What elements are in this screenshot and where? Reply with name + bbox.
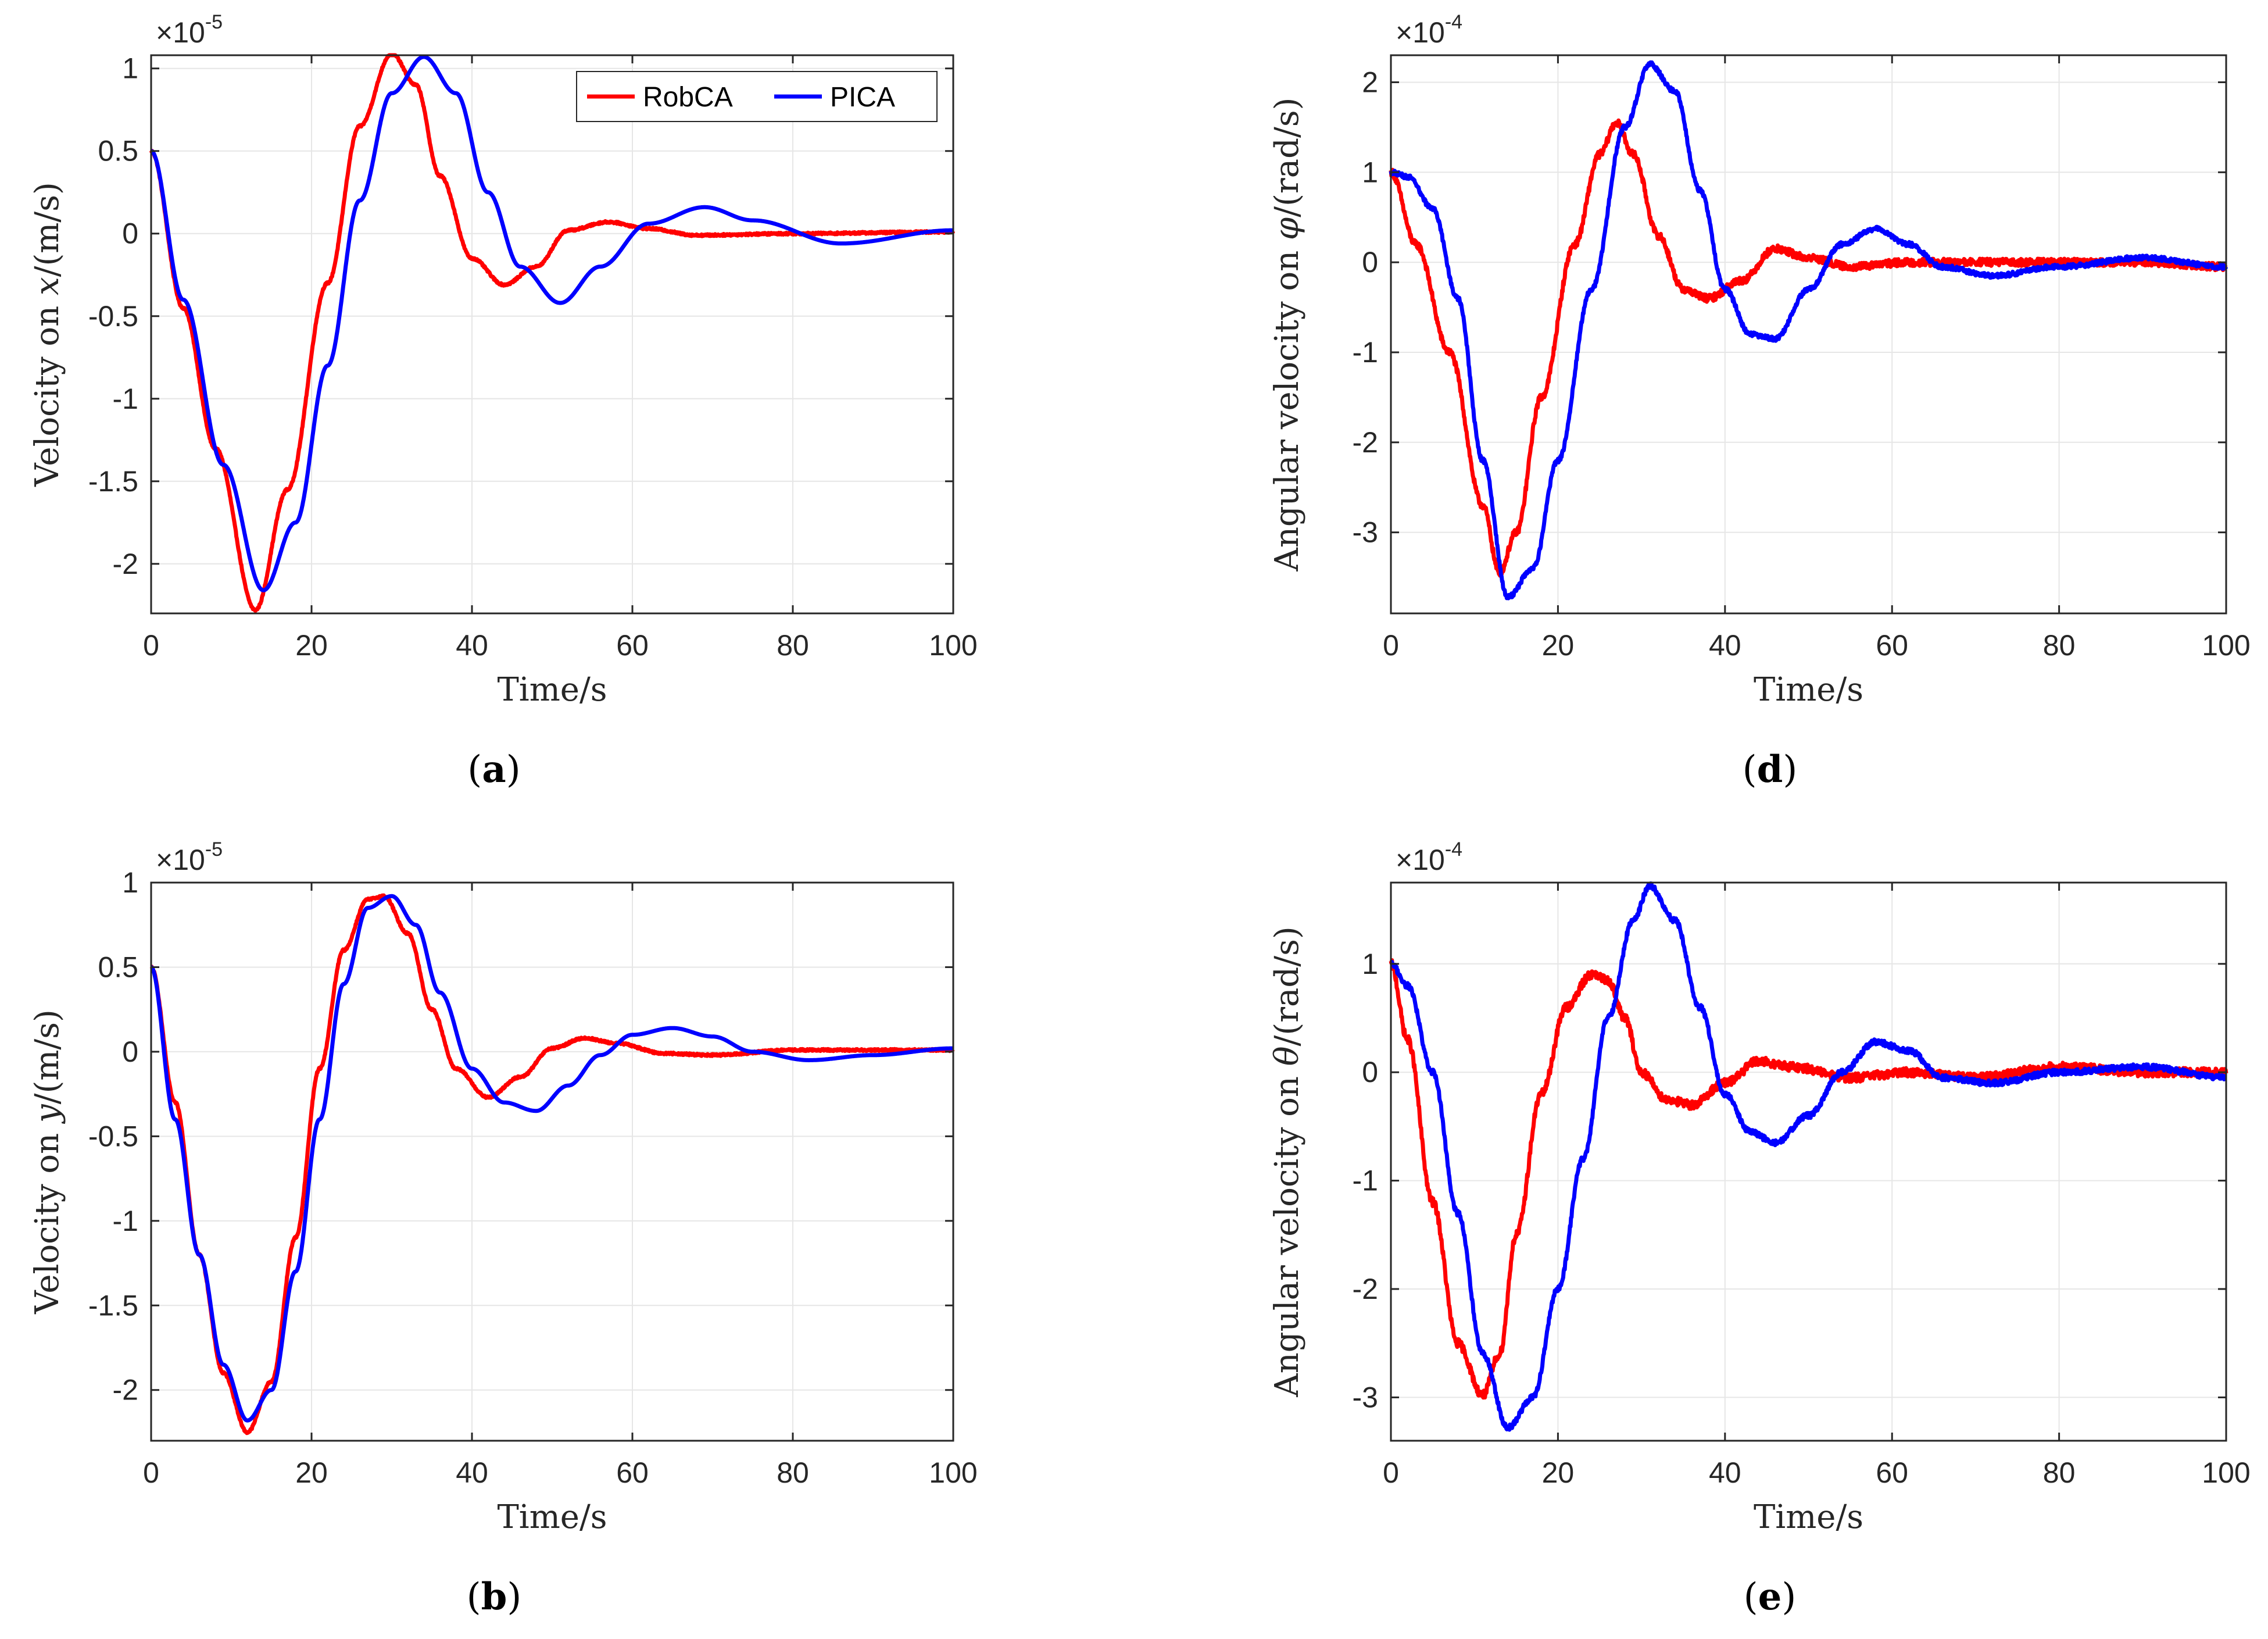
x-axis-label: Time/s (1754, 671, 1863, 709)
y-tick-label: 1 (122, 52, 138, 85)
panel-e: 0 20 40 60 80 100 1 0 -1 -2 -3 ×10-4 Time/s Angular v… (1268, 838, 2251, 1619)
y-exponent-label: ×10-4 (1396, 11, 1462, 49)
series-line-pica (149, 894, 955, 1423)
x-tick-label: 0 (143, 629, 159, 662)
x-tick-label: 100 (2202, 629, 2250, 662)
y-axis-label: Velocity on y/(m/s) (28, 1009, 66, 1315)
plot-area (151, 883, 953, 1441)
y-axis-label: Angular velocity on φ/(rad/s) (1268, 98, 1306, 572)
x-axis-label: Time/s (497, 1498, 607, 1536)
y-tick-label: 2 (1362, 66, 1378, 98)
x-tick-label: 0 (143, 1456, 159, 1489)
x-axis-label: Time/s (1754, 1498, 1863, 1536)
x-tick-label: 20 (1542, 629, 1575, 662)
y-axis-label: Velocity on x/(m/s) (28, 182, 66, 487)
panel-caption: (b) (467, 1575, 522, 1619)
x-tick-label: 60 (1876, 1456, 1908, 1489)
x-tick-label: 60 (616, 629, 649, 662)
y-exponent-label: ×10-5 (156, 11, 223, 49)
panel-a: 0 20 40 60 80 100 1 0.5 0 -0.5 -1 -1.5 -2 ×10-5 Time/s… (28, 11, 978, 791)
y-tick-label: -2 (1353, 426, 1378, 459)
y-tick-label: -3 (1353, 516, 1378, 549)
legend-label-robca: RobCA (643, 82, 733, 113)
y-tick-label: 1 (1362, 156, 1378, 188)
series-line-robca (149, 53, 956, 613)
series-line-robca (149, 893, 955, 1436)
y-exponent-label: ×10-4 (1396, 838, 1462, 876)
x-tick-label: 80 (777, 629, 809, 662)
y-tick-label: 1 (122, 866, 138, 899)
y-tick-label: -2 (113, 548, 138, 580)
plot-area (1391, 55, 2226, 613)
y-tick-label: 0 (1362, 246, 1378, 278)
y-tick-label: -1.5 (88, 465, 138, 498)
x-tick-label: 0 (1383, 629, 1399, 662)
y-tick-label: -1 (113, 1205, 138, 1237)
series-line-pica (1389, 881, 2228, 1432)
axes-box (1390, 881, 2227, 1442)
x-tick-label: 80 (2043, 629, 2076, 662)
y-tick-label: 0.5 (98, 135, 138, 167)
x-tick-label: 40 (456, 629, 488, 662)
legend-label-pica: PICA (830, 82, 895, 113)
x-tick-label: 20 (1542, 1456, 1575, 1489)
panel-b: 0 20 40 60 80 100 1 0.5 0 -0.5 -1 -1.5 -2 ×10-5 Time/s… (28, 838, 978, 1619)
x-tick-label: 40 (1709, 1456, 1741, 1489)
y-tick-label: 0 (1362, 1056, 1378, 1088)
y-tick-label: -0.5 (88, 300, 138, 333)
y-tick-label: 1 (1362, 948, 1378, 980)
x-tick-label: 60 (616, 1456, 649, 1489)
y-tick-label: -1.5 (88, 1289, 138, 1322)
panel-caption: (a) (467, 748, 520, 791)
series-line-pica (149, 55, 955, 592)
x-tick-label: 60 (1876, 629, 1908, 662)
y-tick-label: -0.5 (88, 1120, 138, 1152)
y-tick-label: -1 (1353, 1165, 1378, 1197)
y-tick-label: -1 (113, 383, 138, 415)
x-tick-label: 40 (1709, 629, 1741, 662)
legend: RobCA PICA (576, 71, 938, 122)
x-tick-label: 40 (456, 1456, 488, 1489)
y-tick-label: 0 (122, 217, 138, 250)
plot-area (151, 55, 953, 613)
x-tick-label: 80 (2043, 1456, 2076, 1489)
x-tick-label: 80 (777, 1456, 809, 1489)
panel-caption: (e) (1744, 1575, 1797, 1619)
x-tick-label: 100 (2202, 1456, 2250, 1489)
y-tick-label: -2 (1353, 1273, 1378, 1305)
x-axis-label: Time/s (497, 671, 607, 709)
y-tick-label: 0 (122, 1035, 138, 1068)
legend-box (576, 71, 938, 122)
plot-area (1391, 883, 2226, 1441)
panel-caption: (d) (1743, 748, 1798, 791)
x-tick-label: 20 (295, 629, 328, 662)
axes-box (150, 881, 954, 1442)
y-axis-label: Angular velocity on θ/(rad/s) (1268, 926, 1306, 1397)
y-exponent-label: ×10-5 (156, 838, 223, 876)
series-line-pica (1389, 60, 2228, 601)
x-tick-label: 100 (929, 1456, 977, 1489)
y-tick-label: -2 (113, 1374, 138, 1406)
axes-box (1390, 54, 2227, 615)
y-tick-label: -1 (1353, 336, 1378, 369)
x-tick-label: 100 (929, 629, 977, 662)
x-tick-label: 20 (295, 1456, 328, 1489)
y-tick-label: -3 (1353, 1381, 1378, 1413)
x-tick-label: 0 (1383, 1456, 1399, 1489)
panel-d: 0 20 40 60 80 100 2 1 0 -1 -2 -3 ×10-4 Time/s Angular … (1268, 11, 2251, 791)
axes-box (150, 54, 954, 615)
y-tick-label: 0.5 (98, 951, 138, 983)
